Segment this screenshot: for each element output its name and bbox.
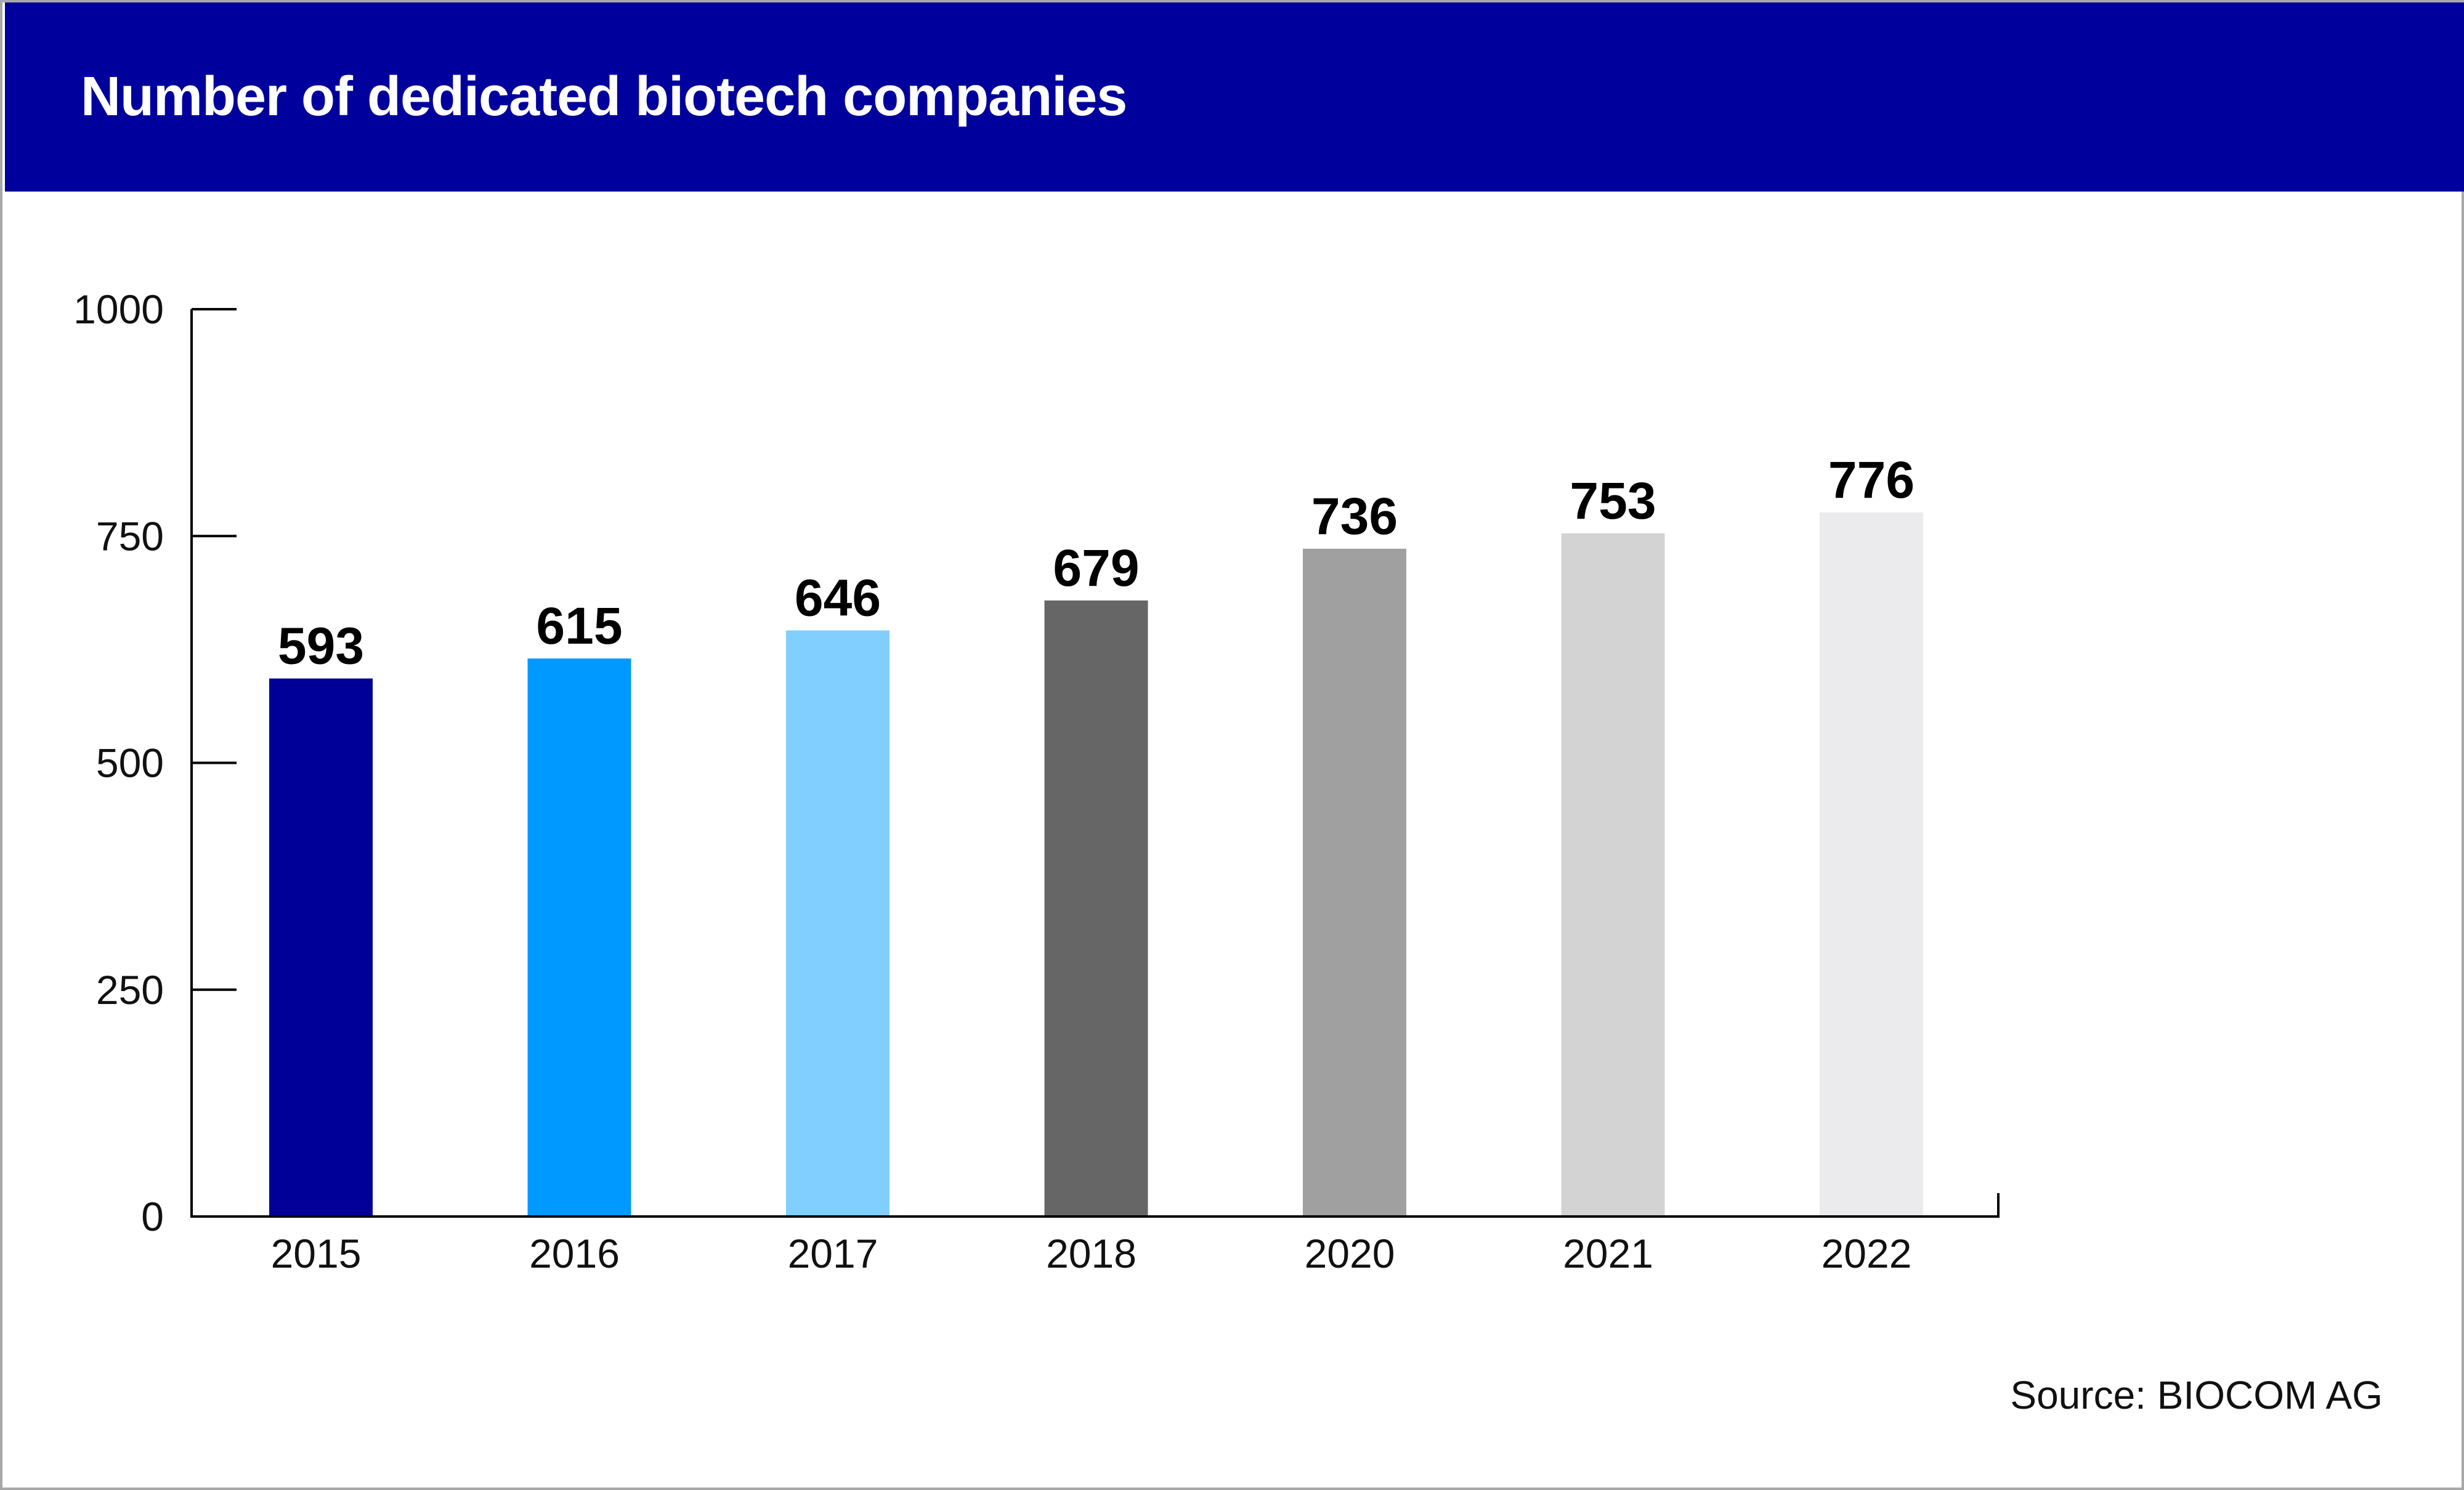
y-tick-label: 0: [141, 1194, 164, 1239]
x-tick-label: 2022: [1822, 1231, 1912, 1276]
x-tick-label: 2021: [1563, 1231, 1653, 1276]
data-label: 646: [795, 569, 881, 626]
bar-2021: [1561, 533, 1665, 1217]
bar-2018: [1044, 600, 1148, 1217]
bar-2017: [786, 630, 890, 1217]
data-label: 593: [278, 617, 364, 675]
bars-layer: [269, 512, 1923, 1217]
x-tick-label: 2016: [529, 1231, 620, 1276]
labels-layer: 0 250 500 750 1000 593 2015 615 2016 646 2017 679 20…: [73, 286, 1915, 1276]
bar-2016: [527, 658, 631, 1217]
data-label: 776: [1828, 451, 1915, 509]
x-tick-label: 2017: [788, 1231, 878, 1276]
bar-2022: [1820, 512, 1923, 1217]
title-banner: Number of dedicated biotech companies: [5, 2, 2464, 192]
source-note: Source: BIOCOM AG: [2010, 1373, 2383, 1417]
x-tick-label: 2015: [271, 1231, 362, 1276]
y-tick-label: 1000: [73, 286, 164, 332]
y-tick-label: 750: [96, 513, 164, 559]
bar-2015: [269, 678, 373, 1217]
axis-layer: [190, 308, 2000, 1218]
y-tick-label: 250: [96, 967, 164, 1013]
y-tick-label: 500: [96, 740, 164, 786]
x-tick-label: 2020: [1305, 1231, 1395, 1276]
bar-2020: [1303, 548, 1406, 1217]
data-label: 736: [1311, 487, 1398, 545]
data-label: 679: [1053, 539, 1139, 597]
data-label: 615: [536, 597, 622, 655]
data-label: 753: [1570, 472, 1656, 530]
chart-title: Number of dedicated biotech companies: [81, 66, 1127, 128]
x-tick-label: 2018: [1046, 1231, 1137, 1276]
